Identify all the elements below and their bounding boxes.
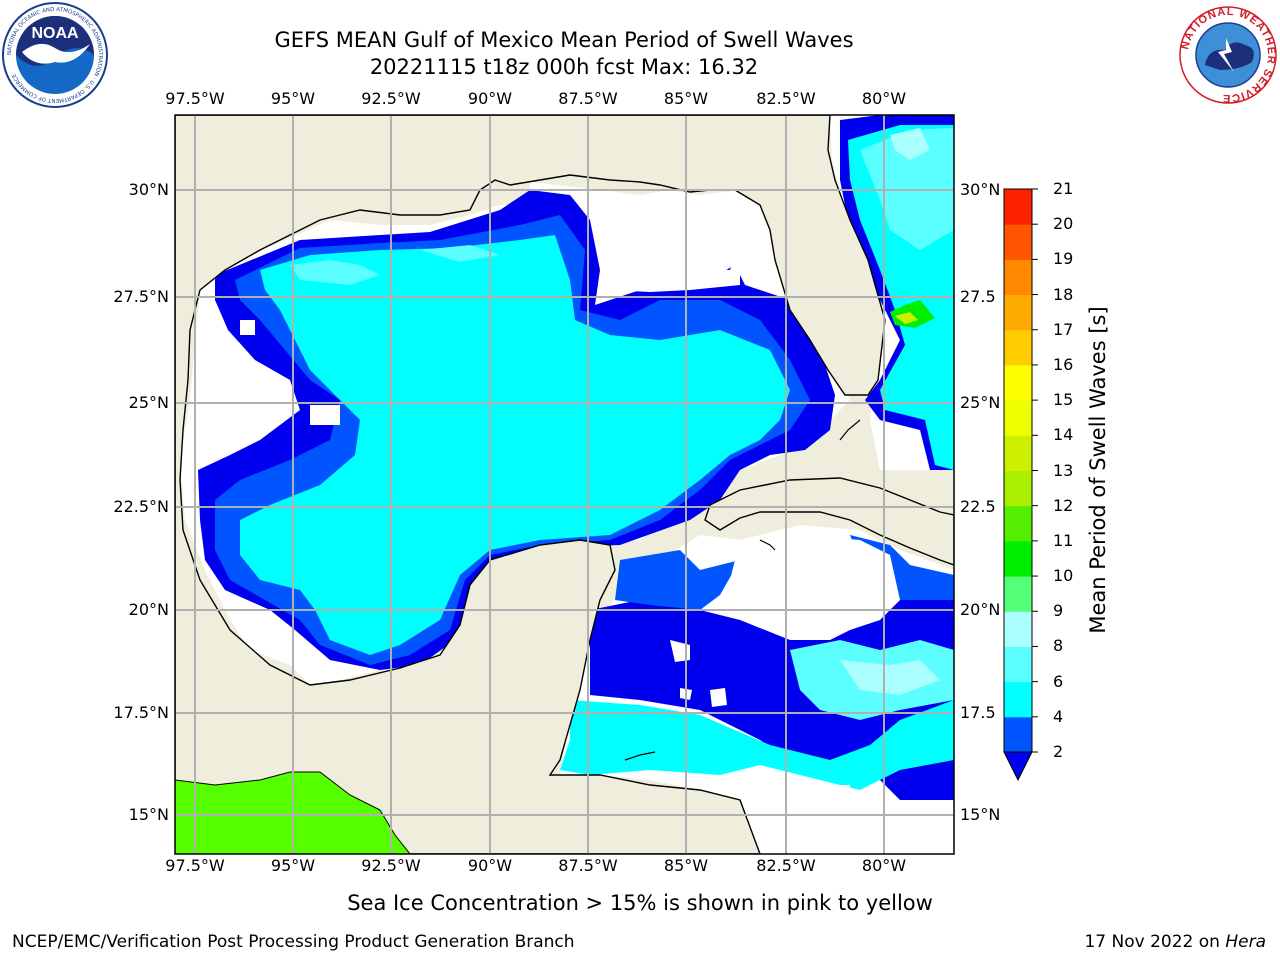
colorbar-tick-label: 11 xyxy=(1053,530,1074,550)
lat-tick-left: 27.5°N xyxy=(113,287,169,306)
lat-tick-right: 27.5 xyxy=(960,287,996,306)
colorbar-segment xyxy=(1004,329,1032,366)
lat-tick-left: 20°N xyxy=(128,600,169,619)
colorbar-tick-label: 16 xyxy=(1053,354,1074,374)
colorbar-extend xyxy=(1003,751,1033,782)
colorbar-segment xyxy=(1004,400,1032,436)
colorbar-tick-label: 12 xyxy=(1053,495,1074,515)
colorbar-tick-label: 17 xyxy=(1053,319,1074,339)
colorbar-segment xyxy=(1004,505,1032,542)
lat-tick-right: 25°N xyxy=(960,393,1001,412)
lon-tick-top: 82.5°W xyxy=(756,89,816,108)
colorbar-segment xyxy=(1004,435,1032,471)
colorbar-tick-label: 9 xyxy=(1053,601,1064,621)
colorbar-tick-label: 18 xyxy=(1053,284,1074,304)
colorbar-tick-label: 6 xyxy=(1053,671,1064,691)
lon-tick-top: 97.5°W xyxy=(165,89,225,108)
lat-tick-left: 17.5°N xyxy=(113,703,169,722)
lat-tick-right: 15°N xyxy=(960,805,1001,824)
lat-tick-right: 17.5 xyxy=(960,703,996,722)
lon-tick-top: 90°W xyxy=(467,89,513,108)
lon-tick-bottom: 80°W xyxy=(861,856,907,875)
swell-field xyxy=(198,115,954,820)
colorbar-segment xyxy=(1004,611,1032,647)
lon-tick-top: 92.5°W xyxy=(361,89,421,108)
lon-tick-bottom: 87.5°W xyxy=(558,856,618,875)
colorbar-tick-label: 20 xyxy=(1053,214,1074,234)
colorbar-segment xyxy=(1004,470,1032,507)
lon-tick-bottom: 85°W xyxy=(663,856,709,875)
colorbar-segment xyxy=(1004,364,1032,401)
colorbar-tick-label: 21 xyxy=(1053,179,1074,198)
lon-tick-top: 87.5°W xyxy=(558,89,618,108)
footer-host: Hera xyxy=(1225,932,1266,952)
lat-tick-right: 20°N xyxy=(960,600,1001,619)
colorbar-segment xyxy=(1004,646,1032,683)
colorbar-tick-label: 15 xyxy=(1053,390,1074,410)
lon-tick-top: 80°W xyxy=(861,89,907,108)
lat-tick-right: 30°N xyxy=(960,180,1001,199)
chart-title: GEFS MEAN Gulf of Mexico Mean Period of … xyxy=(274,28,854,52)
land-masses xyxy=(175,115,954,854)
noaa-logo: NOAA NATIONAL OCEANIC AND ATMOSPHERIC AD… xyxy=(2,2,108,108)
footer-credit: NCEP/EMC/Verification Post Processing Pr… xyxy=(12,932,575,952)
colorbar-segment xyxy=(1004,224,1032,260)
lat-tick-left: 30°N xyxy=(128,180,169,199)
colorbar-segment xyxy=(1004,681,1032,718)
noaa-logo-text: NOAA xyxy=(31,25,79,42)
colorbar-tick-label: 19 xyxy=(1053,249,1074,269)
colorbar-segment xyxy=(1004,259,1032,296)
lon-tick-bottom: 97.5°W xyxy=(165,856,225,875)
lat-tick-left: 15°N xyxy=(128,805,169,824)
colorbar xyxy=(1003,188,1038,782)
lon-tick-top: 85°W xyxy=(663,89,709,108)
colorbar-tick-label: 13 xyxy=(1053,460,1074,480)
lat-tick-left: 25°N xyxy=(128,393,169,412)
lon-tick-bottom: 95°W xyxy=(270,856,316,875)
map-panel xyxy=(175,115,954,854)
colorbar-segment xyxy=(1004,294,1032,331)
colorbar-segment xyxy=(1004,716,1032,753)
gridlines xyxy=(175,115,954,854)
nws-logo: NATIONAL WEATHER SERVICE xyxy=(1179,6,1277,104)
lat-tick-right: 22.5 xyxy=(960,497,996,516)
colorbar-segment xyxy=(1004,576,1032,612)
colorbar-tick-label: 4 xyxy=(1053,706,1064,726)
sea-ice-note: Sea Ice Concentration > 15% is shown in … xyxy=(347,891,933,915)
chart-subtitle: 20221115 t18z 000h fcst Max: 16.32 xyxy=(369,55,759,79)
lon-tick-top: 95°W xyxy=(270,89,316,108)
colorbar-tick-label: 10 xyxy=(1053,566,1074,586)
colorbar-segment xyxy=(1004,189,1032,225)
colorbar-tick-label: 8 xyxy=(1053,636,1064,656)
colorbar-tick-label: 2 xyxy=(1053,742,1064,761)
footer-date: 17 Nov 2022 on Hera xyxy=(1084,932,1266,952)
colorbar-tick-label: 14 xyxy=(1053,425,1074,445)
lon-tick-bottom: 90°W xyxy=(467,856,513,875)
colorbar-label: Mean Period of Swell Waves [s] xyxy=(1086,306,1110,634)
lon-tick-bottom: 92.5°W xyxy=(361,856,421,875)
lon-tick-bottom: 82.5°W xyxy=(756,856,816,875)
lat-tick-left: 22.5°N xyxy=(113,497,169,516)
map-frame xyxy=(174,114,955,855)
colorbar-segment xyxy=(1004,540,1032,577)
footer-date-text: 17 Nov 2022 on xyxy=(1084,932,1220,952)
